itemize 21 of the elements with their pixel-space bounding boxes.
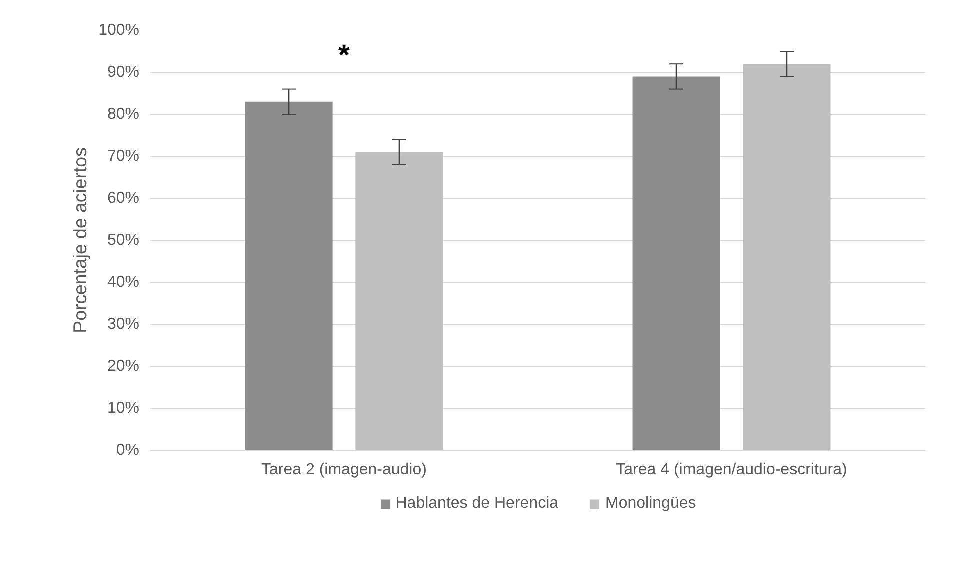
y-tick-label: 30% — [107, 316, 140, 333]
y-tick-label: 40% — [107, 274, 140, 291]
y-tick-label: 80% — [107, 106, 140, 123]
y-tick-label: 70% — [107, 148, 140, 165]
bar — [632, 76, 720, 450]
bar — [356, 152, 444, 450]
y-tick-label: 90% — [107, 64, 140, 81]
y-tick-label: 60% — [107, 190, 140, 207]
y-tick-label: 10% — [107, 400, 140, 417]
bar — [743, 64, 831, 450]
y-tick-label: 50% — [107, 232, 140, 249]
y-tick-label: 100% — [98, 22, 140, 39]
legend-label: Hablantes de Herencia — [396, 494, 559, 512]
y-tick-label: 20% — [107, 358, 140, 375]
annotation: * — [338, 39, 351, 72]
legend-label: Monolingües — [606, 494, 696, 512]
y-axis-title: Porcentaje de aciertos — [70, 148, 91, 334]
y-tick-label: 0% — [116, 442, 140, 459]
x-tick-label: Tarea 2 (imagen-audio) — [262, 462, 427, 478]
x-tick-label: Tarea 4 (imagen/audio-escritura) — [616, 462, 848, 478]
bar — [245, 102, 333, 450]
